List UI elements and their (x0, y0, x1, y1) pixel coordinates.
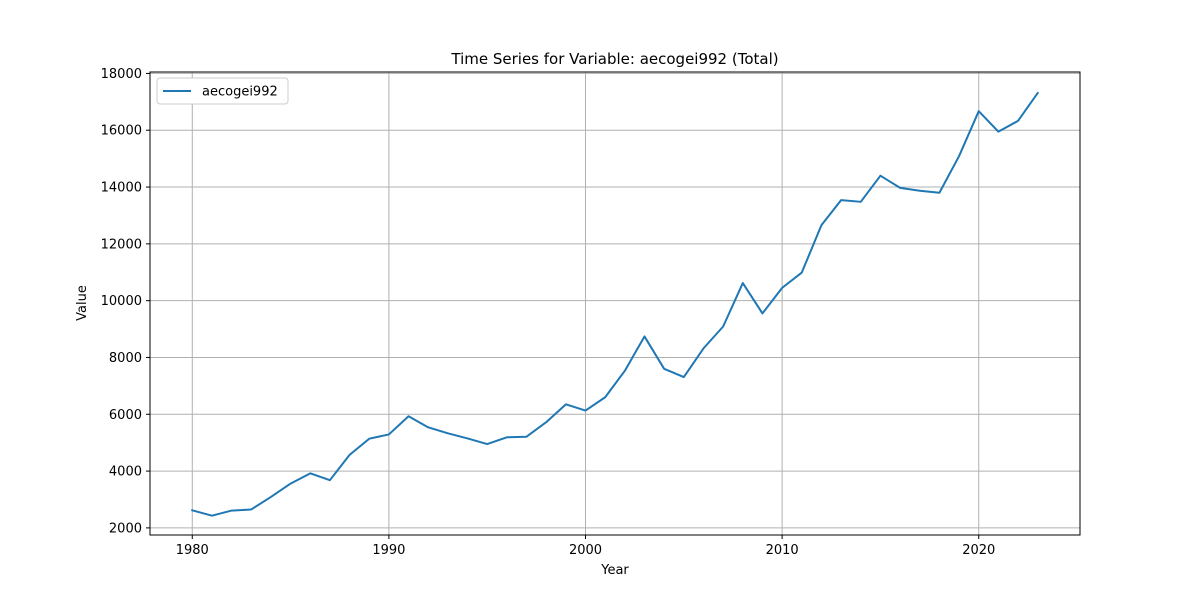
grid (150, 72, 1080, 535)
series-line-aecogei992 (191, 91, 1040, 517)
x-tick-label: 2010 (766, 543, 799, 558)
x-tick-label: 1990 (372, 543, 405, 558)
plot-frame (149, 71, 1081, 536)
y-axis-label: Value (75, 285, 90, 321)
y-tick-label: 2000 (109, 521, 142, 536)
y-tick-label: 6000 (109, 408, 142, 423)
y-tick-label: 10000 (101, 294, 142, 309)
y-tick-label: 12000 (101, 237, 142, 252)
y-tick-label: 16000 (101, 124, 142, 139)
legend-label: aecogei992 (202, 85, 278, 100)
y-axis: 2000 4000 6000 8000 10000 12000 14000 16000 1800… (101, 67, 150, 536)
series-layer (191, 91, 1040, 517)
y-tick-label: 4000 (109, 465, 142, 480)
x-axis: 1980 1990 2000 2010 2020 (176, 535, 995, 558)
x-tick-label: 2020 (962, 543, 995, 558)
y-tick-label: 8000 (109, 351, 142, 366)
x-tick-label: 1980 (176, 543, 209, 558)
x-axis-label: Year (600, 563, 629, 578)
y-tick-label: 18000 (101, 67, 142, 82)
x-tick-label: 2000 (569, 543, 602, 558)
chart-title: Time Series for Variable: aecogei992 (To… (450, 50, 778, 68)
plot-area (150, 72, 1080, 535)
legend-box (156, 77, 289, 105)
y-tick-label: 14000 (101, 181, 142, 196)
legend: aecogei992 (156, 77, 289, 105)
